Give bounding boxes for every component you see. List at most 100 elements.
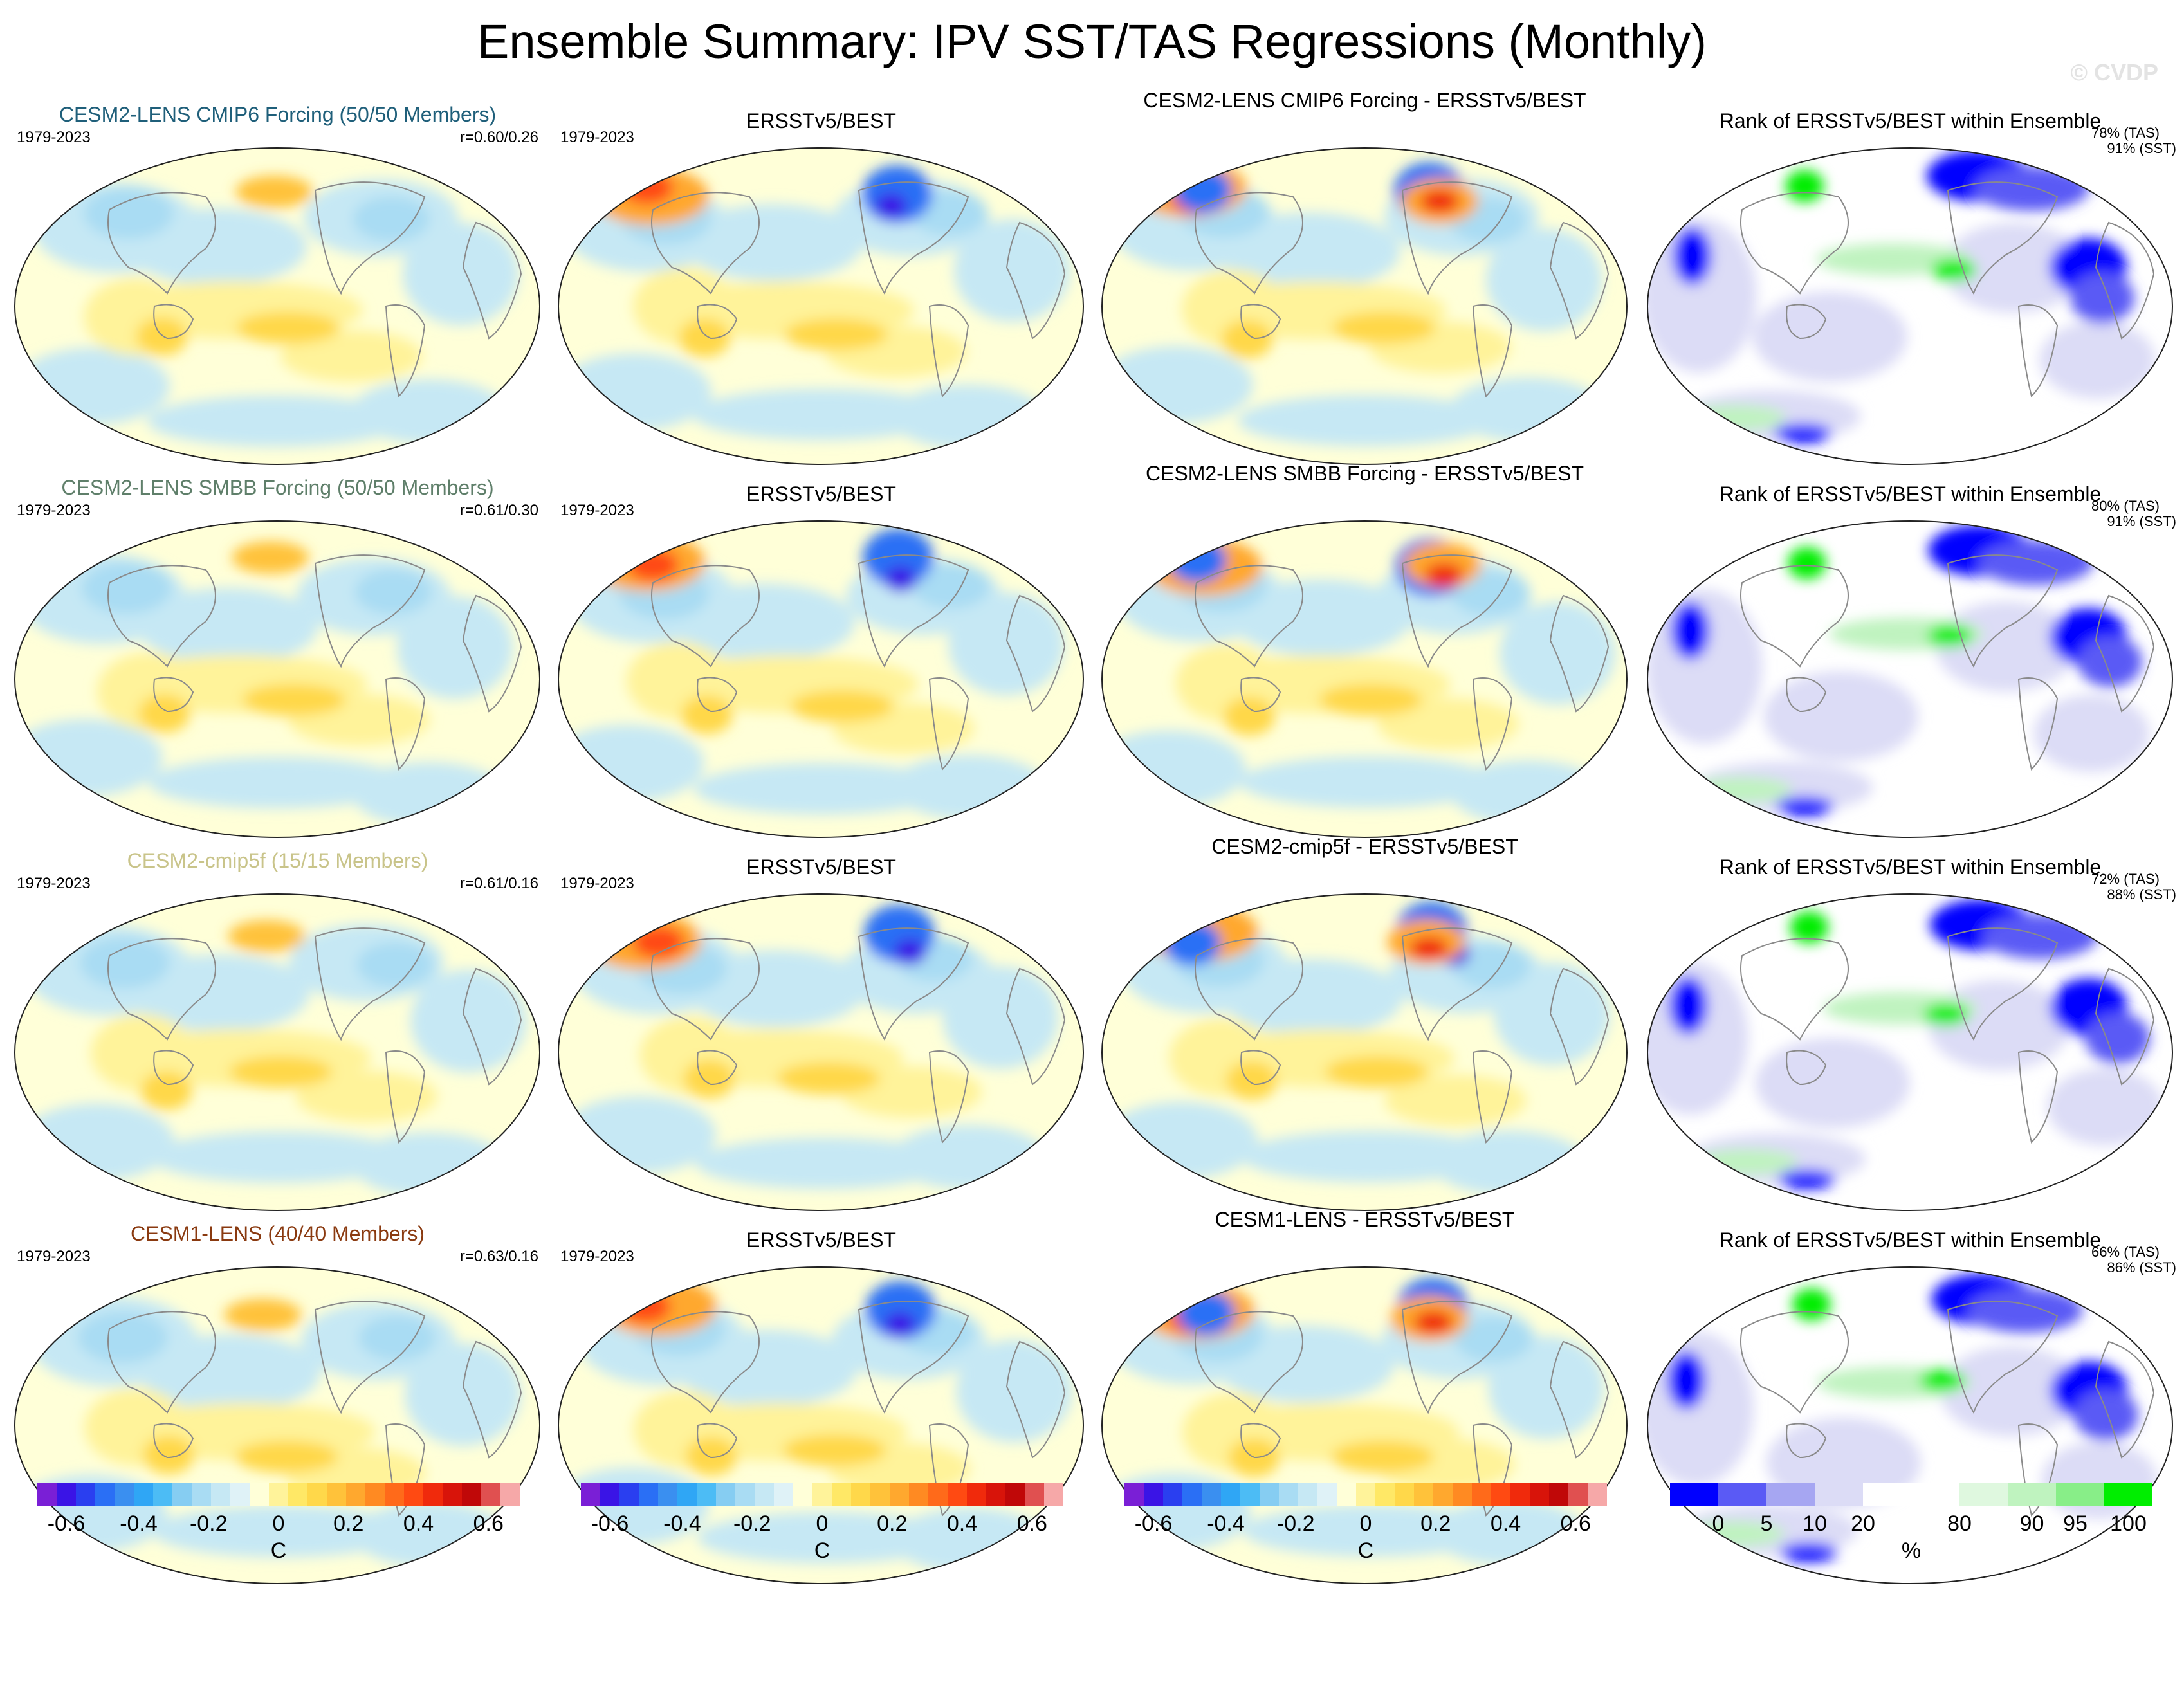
colorbar-swatch	[677, 1483, 697, 1506]
year-range: 1979-2023	[560, 1248, 634, 1265]
field-blob	[948, 592, 1065, 696]
panel-diff-row4: CESM1-LENS - ERSSTv5/BEST	[1092, 1208, 1637, 1602]
field-blob	[679, 318, 731, 358]
field-blob	[693, 763, 951, 815]
world-map	[1100, 518, 1629, 840]
panel-obs-row1: ERSSTv5/BEST 1979-2023	[549, 96, 1094, 482]
pattern-correlation: r=0.63/0.16	[459, 1248, 538, 1265]
field-blob	[1923, 1003, 1969, 1027]
coastline	[858, 1301, 969, 1414]
panel-diff-row1: CESM2-LENS CMIP6 Forcing - ERSSTv5/BEST	[1092, 89, 1637, 482]
map-border	[1647, 893, 2173, 1211]
colorbar-swatch	[1670, 1483, 1718, 1506]
field-blob	[1231, 579, 1411, 657]
colorbar-swatch	[890, 1483, 909, 1506]
colorbar-swatch	[385, 1483, 404, 1506]
coastline	[385, 304, 426, 397]
colorbar-swatch	[1144, 1483, 1163, 1506]
colorbar-swatch	[462, 1483, 481, 1506]
panel-ensemble-row2: CESM2-LENS SMBB Forcing (50/50 Members) 1…	[5, 470, 550, 855]
colorbar-tick-label: 0.6	[1560, 1511, 1591, 1536]
colorbar-swatch	[697, 1483, 716, 1506]
field-blob	[681, 695, 733, 735]
coastline	[1195, 192, 1303, 295]
field-blob	[1377, 698, 1519, 750]
colorbar-tick-label: -0.4	[120, 1511, 158, 1536]
colorbar-swatch	[1221, 1483, 1240, 1506]
field-blob	[1238, 394, 1496, 446]
field-blob	[1453, 944, 1530, 989]
coastline	[928, 304, 969, 397]
field-blob	[79, 936, 170, 989]
colorbar-swatch	[1433, 1483, 1453, 1506]
field-blob	[1647, 1331, 1754, 1486]
field-blob	[77, 1311, 168, 1364]
field-blob	[1755, 1038, 1910, 1129]
world-map	[1646, 1264, 2175, 1586]
field-blob	[1242, 1505, 1500, 1557]
panel-title: ERSSTv5/BEST	[746, 109, 896, 132]
colorbar-tick-label: 0.4	[1490, 1511, 1521, 1536]
coastline	[1549, 221, 1610, 340]
field-blob	[777, 1062, 881, 1095]
coastline	[1005, 221, 1066, 340]
field-blob	[1777, 1169, 1836, 1189]
colorbar-swatch	[2056, 1483, 2104, 1506]
panel-obs-row2: ERSSTv5/BEST 1979-2023	[549, 470, 1094, 855]
colorbar-unit-label: C	[1357, 1538, 1374, 1563]
colorbar-tick-label: 90	[2019, 1511, 2044, 1536]
colorbar-swatch	[1911, 1483, 1959, 1506]
panel-ensemble-row4: CESM1-LENS (40/40 Members) 1979-2023 r=0.6…	[5, 1216, 550, 1602]
field-blob	[790, 690, 894, 723]
colorbar-swatch	[269, 1483, 288, 1506]
field-blob	[1673, 227, 1712, 286]
year-range: 1979-2023	[560, 129, 634, 146]
panel-title: CESM2-LENS SMBB Forcing - ERSSTv5/BEST	[1145, 462, 1584, 485]
field-blob	[150, 1131, 408, 1183]
colorbar-tick-label: -0.4	[663, 1511, 701, 1536]
coastline	[1549, 1340, 1610, 1459]
map-border	[558, 520, 1084, 838]
colorbar-swatch	[1337, 1483, 1356, 1506]
world-map	[556, 891, 1086, 1213]
colorbar-swatch	[1568, 1483, 1588, 1506]
field-blob	[356, 942, 434, 988]
coastline	[1240, 1423, 1281, 1459]
field-blob	[143, 1435, 195, 1474]
field-blob	[942, 965, 1059, 1069]
coastline	[2095, 1340, 2155, 1459]
map-border	[1647, 1266, 2173, 1584]
colorbar-tick-label: 0.6	[1016, 1511, 1047, 1536]
coastline	[153, 677, 194, 713]
field-blob	[891, 385, 1046, 450]
field-blob	[1220, 212, 1400, 290]
year-range: 1979-2023	[17, 1248, 91, 1265]
pattern-correlation: r=0.61/0.16	[459, 875, 538, 892]
field-blob	[1168, 538, 1227, 583]
colorbar-swatch	[404, 1483, 423, 1506]
colorbar-tick-label: 0	[272, 1511, 285, 1536]
map-border	[1647, 520, 2173, 838]
field-blob	[677, 1329, 858, 1407]
field-blob	[1454, 1317, 1532, 1362]
map-border	[14, 520, 540, 838]
field-blob	[1384, 1075, 1527, 1127]
panel-title: Rank of ERSSTv5/BEST within Ensemble	[1719, 1228, 2102, 1252]
map-border	[1101, 147, 1628, 465]
panel-title: Rank of ERSSTv5/BEST within Ensemble	[1719, 109, 2102, 132]
colorbar-swatch	[1317, 1483, 1337, 1506]
field-blob	[295, 1070, 437, 1122]
field-blob	[1488, 1336, 1604, 1439]
coastline	[697, 304, 738, 340]
coastline	[697, 677, 738, 713]
colorbar-swatch	[755, 1483, 774, 1506]
field-blob	[697, 1511, 955, 1564]
coastline	[1401, 554, 1513, 668]
colorbar-tick-label: -0.4	[1207, 1511, 1245, 1536]
coastline	[651, 938, 760, 1041]
colorbar-swatch	[153, 1483, 172, 1506]
coastline	[651, 1311, 760, 1414]
coastline	[462, 1340, 522, 1459]
world-map	[1100, 1264, 1629, 1586]
field-blob	[863, 528, 934, 587]
